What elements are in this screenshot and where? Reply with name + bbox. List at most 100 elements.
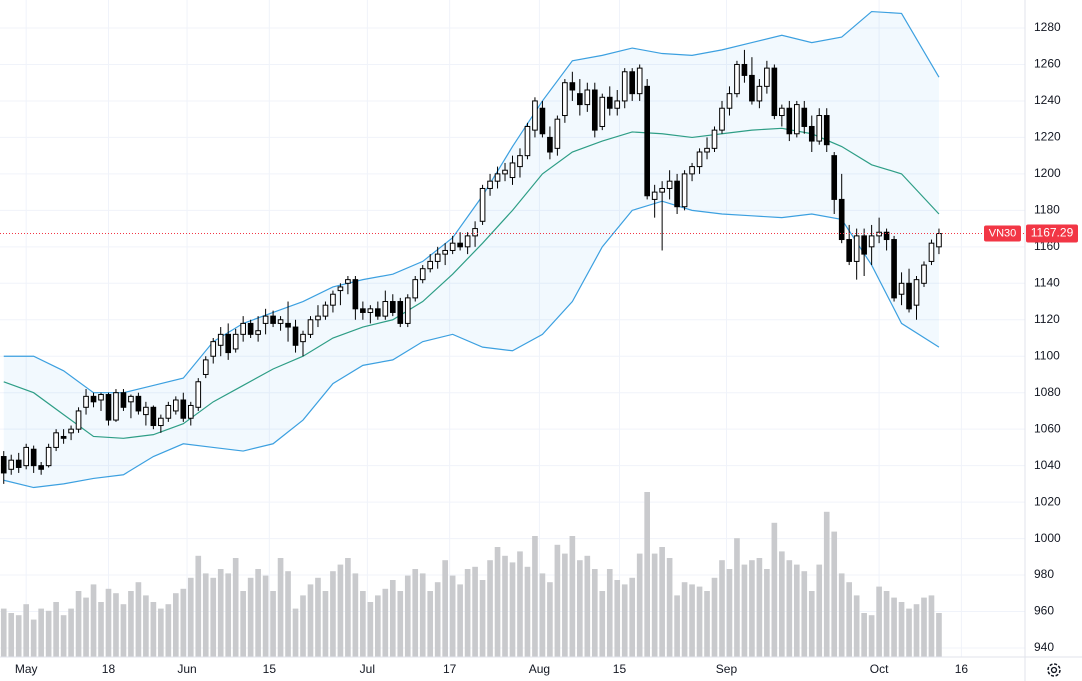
candle-body xyxy=(300,333,306,343)
candle-body xyxy=(876,231,882,237)
volume-bar xyxy=(240,591,246,657)
candle-body xyxy=(801,107,808,127)
candle-body xyxy=(584,89,591,106)
candle-body xyxy=(636,67,643,95)
candle-body xyxy=(644,85,650,197)
candle-body xyxy=(434,253,441,262)
candle-body xyxy=(509,162,516,179)
candle-body xyxy=(853,235,860,262)
x-tick-label: 17 xyxy=(443,662,457,676)
volume-bar xyxy=(644,492,650,657)
x-tick-label: 18 xyxy=(102,662,116,676)
candle-body xyxy=(367,308,374,313)
candle-body xyxy=(187,404,194,419)
candle-body xyxy=(831,155,838,200)
settings-icon[interactable] xyxy=(1047,663,1061,677)
y-tick-label: 1200 xyxy=(1034,166,1061,180)
volume-bar xyxy=(173,593,179,657)
candle-body xyxy=(517,155,523,168)
x-tick-label: Sep xyxy=(716,662,738,676)
candle-body xyxy=(322,304,329,317)
candle-body xyxy=(921,264,927,284)
candle-body xyxy=(562,82,568,117)
volume-bar xyxy=(554,544,561,657)
candle-body xyxy=(195,381,202,408)
y-tick-label: 960 xyxy=(1034,604,1054,618)
candle-body xyxy=(704,147,710,153)
volume-bar xyxy=(906,608,912,657)
candle-body xyxy=(277,319,284,324)
y-tick-label: 1140 xyxy=(1034,275,1060,289)
candle-body xyxy=(719,107,725,131)
candle-body xyxy=(285,322,291,328)
volume-bar xyxy=(352,573,359,657)
candle-body xyxy=(479,187,486,222)
candle-body xyxy=(330,293,336,306)
candle-body xyxy=(158,417,164,427)
volume-bar xyxy=(83,597,89,657)
volume-bar xyxy=(128,591,134,657)
candle-body xyxy=(202,359,209,375)
candle-body xyxy=(913,279,920,306)
volume-bar xyxy=(135,582,142,657)
candle-body xyxy=(614,100,621,109)
volume-bar xyxy=(322,591,329,657)
price-tag xyxy=(1026,224,1078,243)
candle-body xyxy=(524,125,531,157)
y-tick-label: 1240 xyxy=(1034,93,1061,107)
volume-bar xyxy=(786,560,793,657)
volume-bar xyxy=(23,604,30,657)
volume-bar xyxy=(315,577,321,657)
volume-bar xyxy=(68,608,74,657)
candle-body xyxy=(360,308,366,313)
volume-bar xyxy=(816,564,823,657)
candle-body xyxy=(23,446,30,467)
candle-body xyxy=(494,173,501,182)
candle-body xyxy=(861,235,867,255)
candle-body xyxy=(15,459,22,468)
candle-body xyxy=(90,395,97,403)
volume-bar xyxy=(202,573,209,657)
volume-bar xyxy=(150,602,157,657)
volume-bar xyxy=(120,604,127,657)
candle-body xyxy=(457,242,463,248)
volume-bar xyxy=(861,613,867,657)
volume-bar xyxy=(689,584,695,657)
candle-body xyxy=(651,191,658,200)
candle-body xyxy=(404,297,411,324)
candle-body xyxy=(606,96,613,109)
candle-body xyxy=(389,301,396,313)
volume-bar xyxy=(210,577,217,657)
candle-body xyxy=(345,279,351,284)
volume-bar xyxy=(277,558,284,657)
candle-body xyxy=(255,330,261,335)
volume-bar xyxy=(494,547,501,657)
grid xyxy=(0,0,1025,657)
volume-bar xyxy=(734,538,740,657)
volume-bar xyxy=(868,615,875,657)
volume-bar xyxy=(719,560,725,657)
candle-body xyxy=(539,107,546,135)
volume-bar xyxy=(8,613,15,657)
candle-body xyxy=(397,301,404,324)
candle-body xyxy=(689,166,695,175)
volume-bar xyxy=(599,591,606,657)
candle-body xyxy=(599,96,606,127)
volume-bar xyxy=(0,608,7,657)
candle-body xyxy=(591,89,598,131)
candle-body xyxy=(135,395,142,412)
volume-bar xyxy=(764,569,770,657)
candle-body xyxy=(808,125,815,142)
y-tick-label: 980 xyxy=(1034,567,1054,581)
x-tick-label: Jun xyxy=(177,662,196,676)
candle-body xyxy=(464,235,471,248)
candle-body xyxy=(756,85,763,102)
volume-bar xyxy=(876,586,882,657)
y-tick-label: 1280 xyxy=(1034,20,1061,34)
candle-body xyxy=(83,395,89,408)
candle-body xyxy=(53,432,59,448)
volume-bar xyxy=(15,615,22,657)
volume-bar xyxy=(532,536,538,657)
volume-bar xyxy=(883,591,890,657)
